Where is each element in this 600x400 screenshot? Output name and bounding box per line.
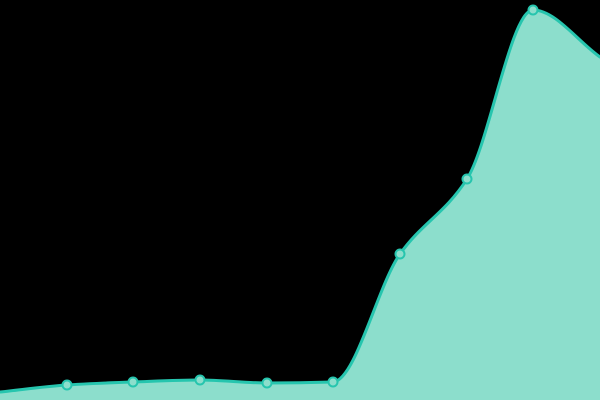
data-point-marker [461, 173, 473, 185]
data-point-markers [61, 4, 539, 391]
data-point-marker [61, 379, 73, 391]
data-point-marker [327, 376, 339, 388]
data-point-marker [394, 248, 406, 260]
data-point-marker [527, 4, 539, 16]
data-point-marker [127, 376, 139, 388]
area-fill-path [0, 10, 600, 400]
data-point-marker [194, 374, 206, 386]
data-point-marker [261, 377, 273, 389]
